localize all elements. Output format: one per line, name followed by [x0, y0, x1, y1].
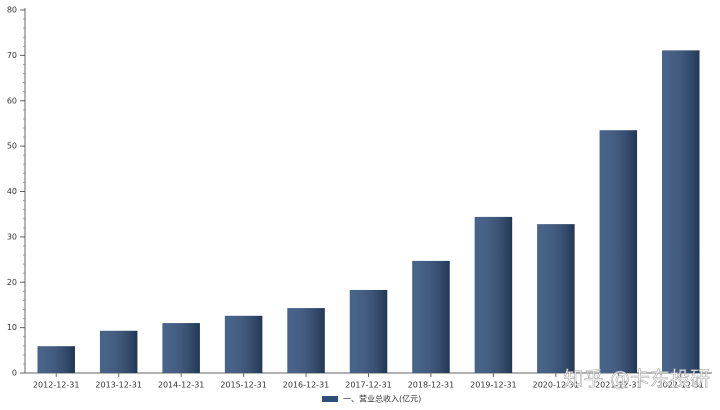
legend-swatch: [322, 396, 338, 402]
x-tick-label: 2018-12-31: [408, 381, 455, 390]
y-tick-label: 70: [7, 51, 17, 60]
x-tick-label: 2020-12-31: [533, 381, 580, 390]
bar-shade: [412, 260, 450, 373]
x-tick-label: 2021-12-31: [595, 381, 642, 390]
bar-shade: [474, 216, 513, 373]
x-tick-label: 2013-12-31: [95, 381, 142, 390]
x-tick-label: 2014-12-31: [158, 381, 205, 390]
y-tick-label: 0: [12, 369, 17, 378]
y-tick-label: 50: [7, 142, 17, 151]
y-tick-label: 80: [7, 6, 17, 15]
y-tick-label: 10: [7, 323, 17, 332]
bar-shade: [99, 330, 138, 373]
x-tick-label: 2017-12-31: [345, 381, 392, 390]
y-tick-label: 30: [7, 232, 17, 241]
bar-shade: [37, 346, 75, 373]
bar-shade: [537, 224, 575, 373]
bar-shade: [349, 289, 388, 373]
bar-shade: [599, 130, 638, 373]
bar-shade: [662, 50, 700, 373]
bar-shade: [224, 315, 263, 373]
x-tick-label: 2022-12-31: [658, 381, 705, 390]
x-tick-label: 2012-12-31: [33, 381, 80, 390]
bar-shade: [287, 308, 325, 373]
x-tick-label: 2015-12-31: [220, 381, 267, 390]
legend-label: 一、营业总收入(亿元): [343, 394, 421, 404]
y-tick-label: 20: [7, 278, 17, 287]
x-tick-label: 2019-12-31: [470, 381, 517, 390]
x-tick-label: 2016-12-31: [283, 381, 330, 390]
watermark: 知乎 @卡东投研: [564, 367, 710, 391]
y-tick-label: 60: [7, 96, 17, 105]
bar-shade: [162, 323, 200, 373]
y-tick-label: 40: [7, 187, 17, 196]
